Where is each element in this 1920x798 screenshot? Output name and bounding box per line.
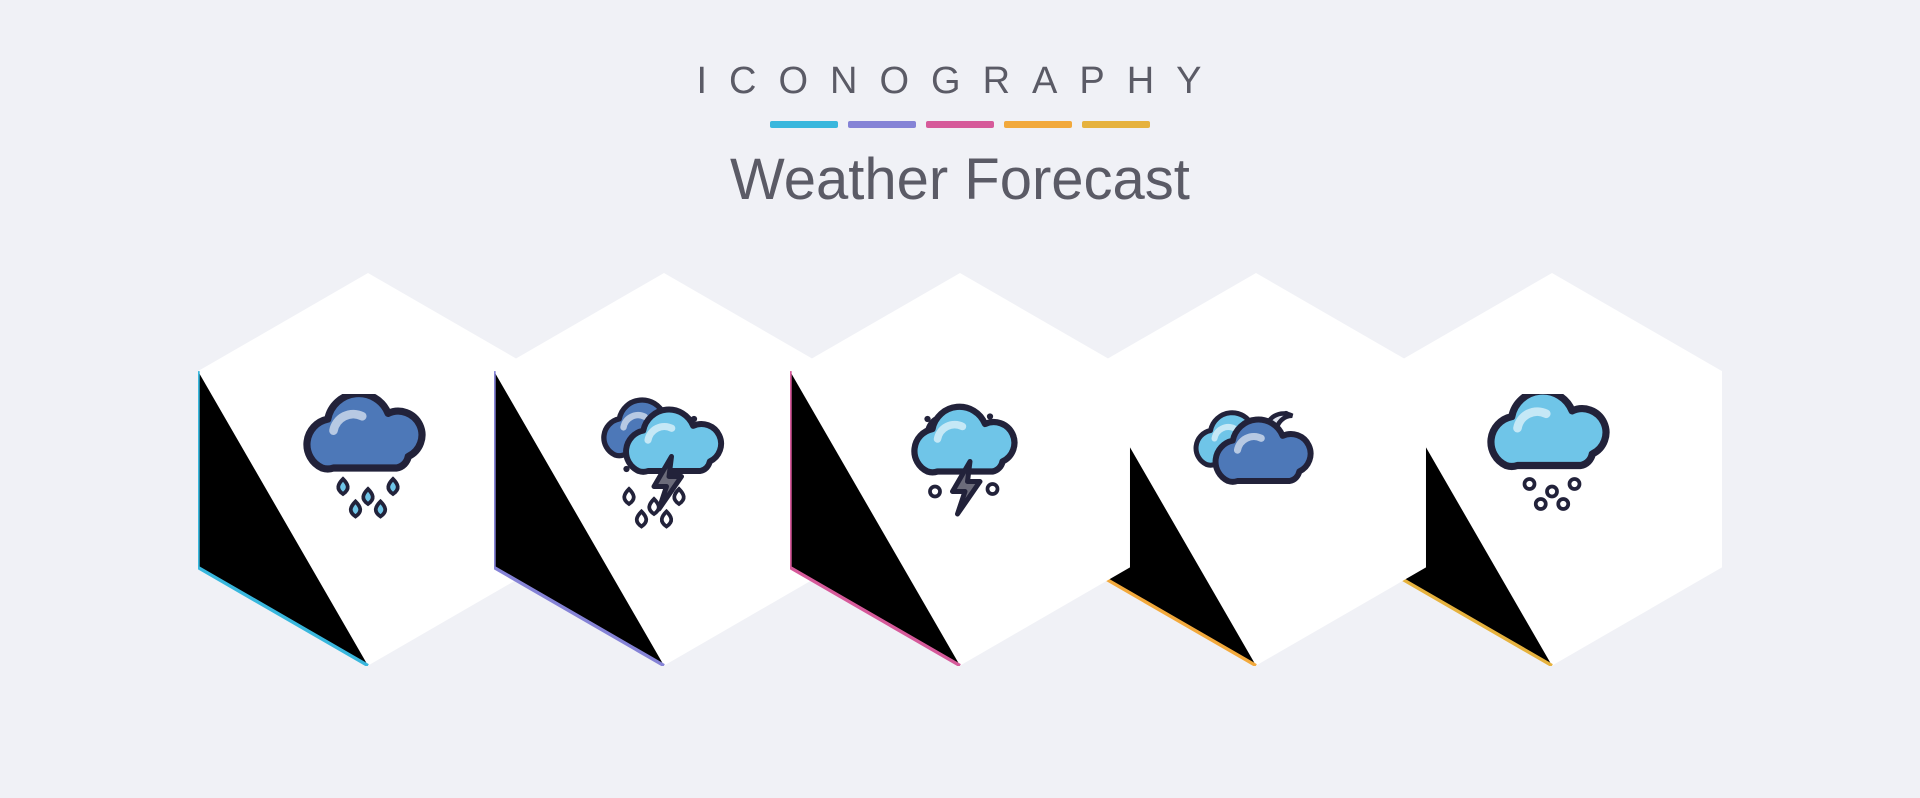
hex-tile-1 — [198, 273, 538, 665]
accent-stripes — [696, 121, 1223, 128]
brand-label: ICONOGRAPHY — [696, 60, 1223, 103]
stripe-3 — [926, 121, 994, 128]
rain-icon — [293, 394, 443, 544]
stripe-1 — [770, 121, 838, 128]
thunderstorm-icon — [589, 394, 739, 544]
hex-tile-5 — [1382, 273, 1722, 665]
stripe-2 — [848, 121, 916, 128]
stripe-5 — [1082, 121, 1150, 128]
hex-tile-2 — [494, 273, 834, 665]
cloudy-night-icon — [1181, 394, 1331, 544]
snow-icon — [1477, 394, 1627, 544]
header: ICONOGRAPHY Weather Forecast — [696, 60, 1223, 213]
night-thunder-icon — [885, 394, 1035, 544]
hex-tile-3 — [790, 273, 1130, 665]
pack-title: Weather Forecast — [696, 146, 1223, 213]
icon-row — [220, 273, 1700, 665]
stripe-4 — [1004, 121, 1072, 128]
hex-tile-4 — [1086, 273, 1426, 665]
